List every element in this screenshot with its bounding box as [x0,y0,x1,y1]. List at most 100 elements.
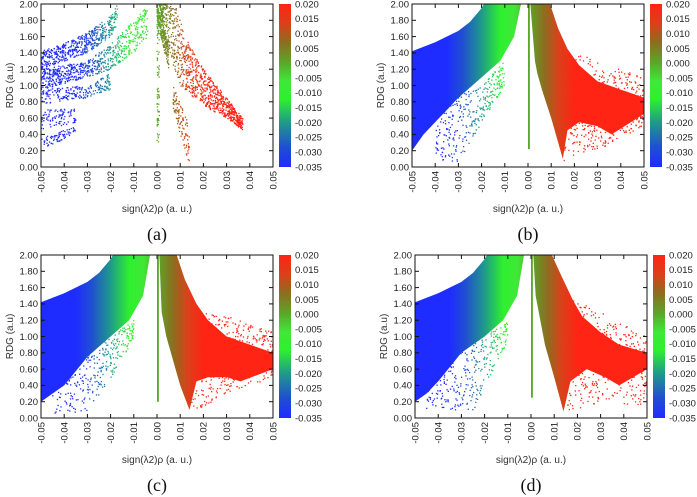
data-point [100,384,102,386]
y-tick-label: 1.60 [391,32,410,43]
data-point [228,117,231,119]
data-point [176,51,178,54]
data-point [442,121,445,124]
data-point [90,95,92,97]
data-point [198,65,200,67]
data-point [54,117,56,120]
data-point [95,32,98,34]
data-point [449,133,452,135]
data-point [91,384,93,386]
data-point [74,46,77,49]
data-point [471,376,473,378]
data-point [456,160,459,162]
data-point [201,96,203,98]
data-point [189,57,191,59]
data-point [431,379,434,381]
data-point [116,339,118,341]
data-point [429,397,432,399]
data-point [209,334,211,336]
data-point [158,65,160,67]
data-point [157,111,159,113]
data-point [209,95,212,97]
data-point [91,68,93,71]
data-point [579,113,581,115]
data-point [174,101,176,103]
data-point [179,127,181,129]
data-point [566,83,568,85]
data-point [625,82,627,84]
colorbar-tick-label: -0.025 [295,133,322,144]
data-point [112,28,114,30]
data-point [77,399,79,401]
data-point [480,98,482,100]
data-point [167,40,170,43]
data-point [265,372,268,374]
data-point [209,97,211,99]
data-point [130,23,132,25]
data-point [489,364,491,366]
data-point [574,108,577,111]
data-point [188,90,191,92]
data-point [158,133,160,136]
data-point [203,84,205,86]
data-point [492,101,494,103]
data-point [482,346,484,349]
data-point [245,376,247,379]
data-point [45,86,47,88]
data-point [81,349,83,352]
data-point [65,393,67,395]
data-point [166,54,168,57]
data-point [443,351,445,353]
data-point [97,44,99,46]
data-point [207,338,210,340]
data-point [64,96,66,99]
data-point [108,83,110,85]
data-point [87,62,90,64]
data-point [248,359,251,361]
data-point [67,52,70,55]
data-point [242,336,245,338]
data-point [46,56,49,58]
data-point [176,18,178,21]
x-tick-label: -0.01 [500,171,511,193]
data-point [47,63,50,65]
data-point [70,64,73,66]
data-point [55,134,58,137]
data-point [619,77,622,79]
data-point [443,374,446,376]
data-point [613,77,615,79]
data-point [427,386,429,389]
data-point [641,121,643,124]
data-point [62,44,64,47]
data-point [246,359,248,362]
data-point [459,115,462,118]
data-point [235,115,237,117]
data-point [87,50,89,52]
data-point [193,367,196,369]
data-point [100,26,103,28]
data-point [77,71,79,73]
data-point [61,139,63,141]
data-point [58,69,61,72]
data-point [465,388,467,390]
data-point [618,78,621,80]
data-point [165,7,167,9]
data-point [202,88,204,90]
data-point [455,352,457,354]
data-point [241,340,244,342]
data-point [159,27,161,29]
data-point [563,140,566,142]
data-point [209,108,212,111]
data-point [454,103,456,106]
data-point [45,66,48,68]
data-point [602,82,604,84]
data-point [224,98,227,101]
data-point [505,330,508,332]
data-point [103,31,105,33]
data-point [233,117,236,119]
data-point [57,74,59,76]
data-point [626,94,628,97]
y-tick-label: 1.60 [20,283,39,294]
data-point [209,92,211,94]
data-point [266,351,268,353]
